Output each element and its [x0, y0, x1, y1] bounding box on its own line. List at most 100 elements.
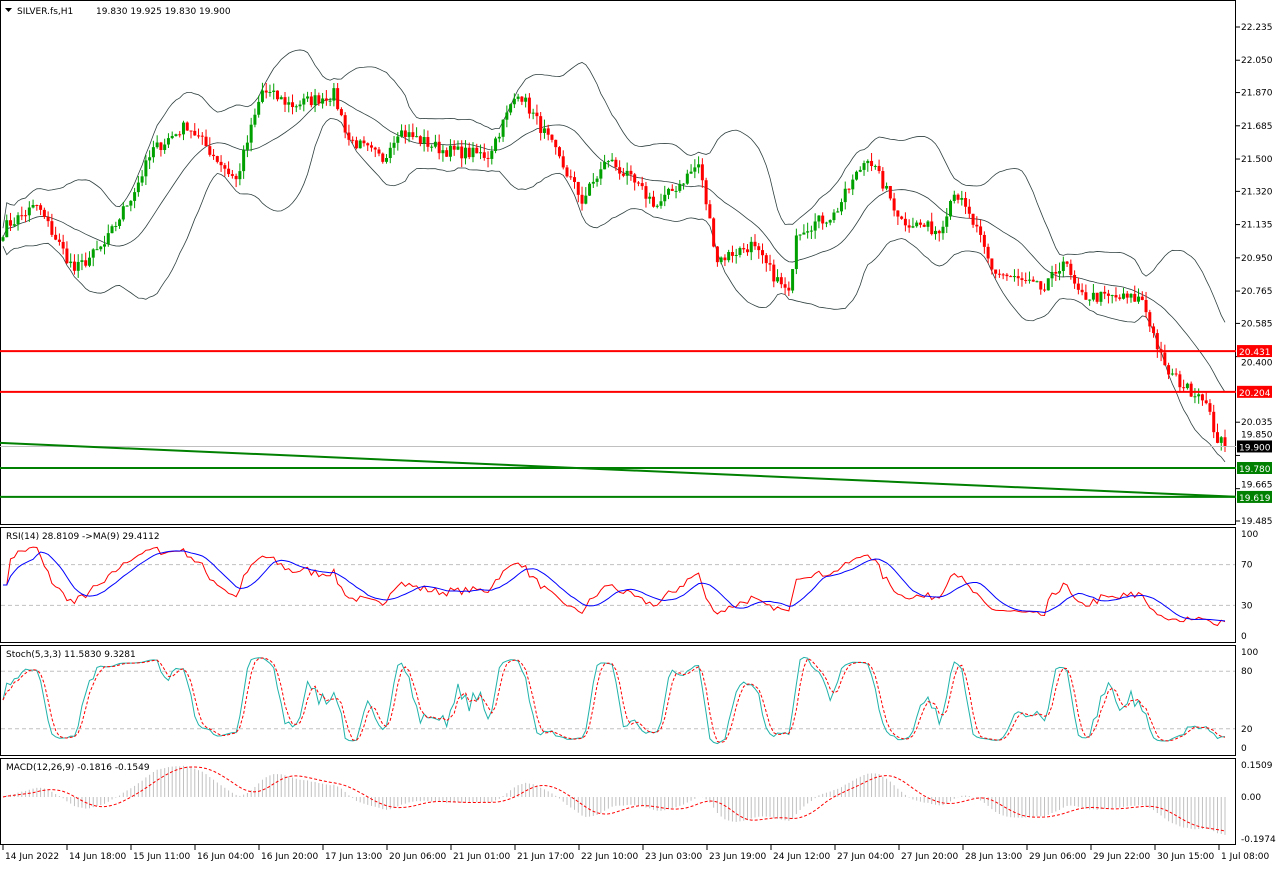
candle: [302, 93, 306, 112]
candle: [644, 181, 648, 208]
candle: [1039, 280, 1043, 295]
rsi-panel[interactable]: [0, 527, 1236, 643]
candle: [1140, 291, 1144, 301]
candle: [471, 142, 475, 163]
candle: [1065, 261, 1069, 268]
candle: [118, 218, 122, 229]
candle: [907, 219, 911, 233]
candle: [847, 188, 851, 194]
candle: [512, 93, 516, 109]
candle: [80, 253, 84, 271]
candle: [351, 136, 355, 144]
candle: [332, 82, 336, 107]
candle: [249, 117, 253, 152]
candle: [606, 160, 610, 168]
candle: [1200, 393, 1204, 406]
candle: [227, 161, 231, 177]
candle: [407, 124, 411, 143]
stoch-panel[interactable]: [0, 645, 1236, 756]
candle: [745, 244, 749, 256]
candle: [885, 182, 889, 191]
support-level-label: 19.780: [1239, 465, 1271, 475]
candle: [832, 209, 836, 223]
candle: [1178, 370, 1182, 393]
price-tick-label: 19.665: [1241, 481, 1273, 491]
candle: [437, 134, 441, 160]
candle: [1084, 284, 1088, 300]
candle: [813, 213, 817, 239]
candle: [475, 143, 479, 154]
candle: [648, 192, 652, 204]
candle: [896, 210, 900, 226]
candle: [321, 92, 325, 109]
candle: [738, 246, 742, 258]
price-tick-label: 20.950: [1241, 254, 1273, 264]
candle: [121, 201, 125, 222]
candle: [599, 161, 603, 185]
candle: [24, 209, 28, 223]
candle: [1103, 285, 1107, 300]
candle: [1174, 368, 1178, 377]
candle: [1050, 265, 1054, 288]
candle: [1129, 293, 1133, 303]
candle: [242, 145, 246, 179]
candle: [91, 248, 95, 267]
price-tick-label: 21.135: [1241, 221, 1273, 231]
candle: [257, 95, 261, 118]
candle: [72, 254, 76, 275]
candle: [1118, 294, 1122, 301]
candle: [764, 253, 768, 272]
price-tick-label: 20.765: [1241, 287, 1273, 297]
candle: [189, 130, 193, 139]
price-tick-label: 20.400: [1241, 359, 1273, 369]
main-price-panel[interactable]: [0, 0, 1236, 525]
candle: [715, 246, 719, 267]
macd-panel[interactable]: [0, 758, 1236, 845]
candle: [50, 213, 54, 238]
candle: [727, 249, 731, 263]
candle: [964, 191, 968, 215]
chart-header: SILVER.fs,H1 19.830 19.925 19.830 19.900: [5, 7, 231, 17]
candle: [144, 154, 148, 186]
price-tick-label: 21.870: [1241, 89, 1273, 99]
candle: [1148, 309, 1152, 332]
candle: [802, 224, 806, 235]
candle: [317, 92, 321, 106]
candle: [603, 154, 607, 170]
candle: [110, 224, 114, 234]
candle: [65, 241, 69, 265]
candle: [366, 142, 370, 152]
candle: [614, 157, 618, 171]
candle: [129, 200, 133, 212]
candle: [742, 243, 746, 253]
candle: [1024, 272, 1028, 284]
candle: [791, 268, 795, 294]
price-tick-label: 20.035: [1241, 418, 1273, 428]
candle: [693, 159, 697, 179]
candle: [103, 235, 107, 255]
candle: [971, 213, 975, 228]
candle: [42, 207, 46, 219]
time-tick-label: 22 Jun 10:00: [581, 852, 638, 862]
candle: [900, 215, 904, 220]
candle: [674, 186, 678, 199]
candle: [1204, 392, 1208, 405]
candle: [776, 269, 780, 284]
candle: [84, 252, 88, 268]
candle: [618, 160, 622, 180]
price-tick-label: 22.050: [1241, 56, 1273, 66]
candle: [640, 176, 644, 190]
triangle-down-icon[interactable]: [5, 8, 12, 12]
candle: [573, 171, 577, 189]
resistance-level-label: 20.204: [1239, 389, 1271, 399]
candle: [264, 82, 268, 99]
candle: [719, 256, 723, 265]
candle: [1212, 404, 1216, 439]
trendline[interactable]: [0, 441, 1237, 498]
candle: [509, 103, 513, 116]
candle: [678, 179, 682, 193]
candle: [212, 149, 216, 160]
candle: [114, 221, 118, 232]
candle: [433, 134, 437, 149]
